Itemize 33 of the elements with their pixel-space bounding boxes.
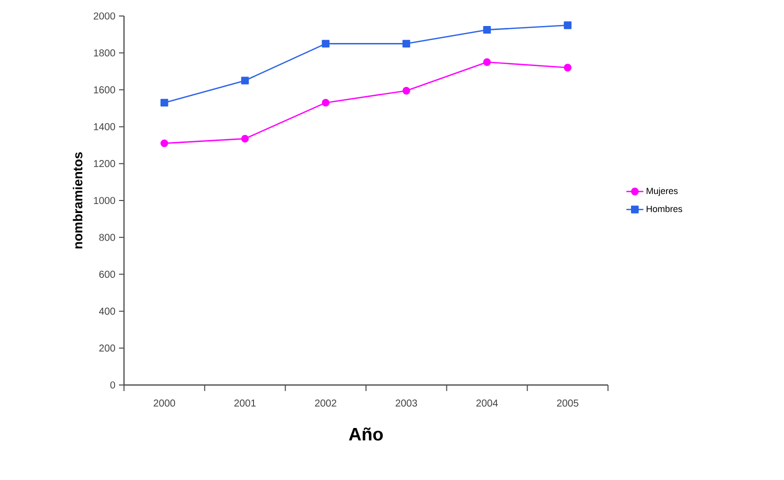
point [402,86,410,95]
x-tick-label: 2005 [557,400,578,407]
y-tick-label: 2000 [94,12,116,20]
point [160,98,168,107]
point [241,76,249,84]
point [160,139,168,148]
point [241,134,249,143]
y-tick-label: 600 [99,270,116,278]
legend-label: Mujeres [646,187,678,196]
y-tick-label: 1600 [94,86,116,94]
y-tick-label: 1000 [94,196,116,204]
x-tick-label: 2003 [396,400,418,407]
legend-label: Hombres [646,205,682,212]
y-axis-title: nombramientos [72,152,82,248]
y-tick-label: 1800 [94,49,116,56]
y-tick-label: 0 [110,381,116,389]
y-tick-label: 200 [99,344,116,352]
x-tick-label: 2001 [234,400,256,407]
point [564,64,572,72]
y-tick-label: 1200 [94,160,116,168]
point [322,98,330,107]
y-tick-label: 800 [99,234,116,241]
x-tick-label: 2002 [315,400,336,407]
point [564,21,572,30]
x-tick-label: 2000 [154,400,176,407]
y-tick-label: 400 [99,308,116,315]
x-tick-label: 2004 [476,400,498,407]
y-tick-label: 1400 [94,123,116,130]
point [402,40,410,48]
point [322,40,330,48]
point [483,58,491,66]
x-axis-title: Año [348,427,383,441]
point [483,26,491,34]
